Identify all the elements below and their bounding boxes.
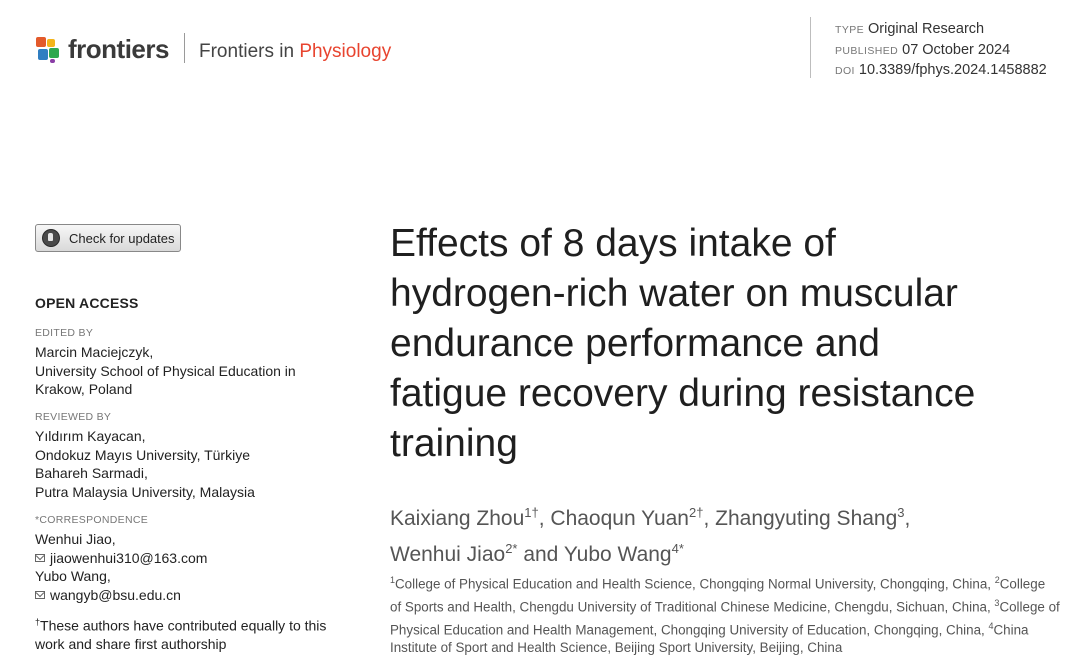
author-name[interactable]: Zhangyuting Shang [715, 507, 898, 530]
affiliations: 1College of Physical Education and Healt… [390, 575, 1060, 656]
meta-divider [810, 17, 811, 78]
doi-link[interactable]: 10.3389/fphys.2024.1458882 [858, 62, 1047, 78]
article-meta: TYPE Original Research PUBLISHED 07 Octobe… [835, 20, 1047, 82]
crossmark-icon [42, 229, 60, 247]
brand-name: frontiers [68, 34, 169, 64]
email-icon [35, 590, 45, 599]
open-access-label: OPEN ACCESS [35, 295, 139, 311]
author-name[interactable]: Kaixiang Zhou [390, 507, 525, 530]
logo-divider [184, 33, 185, 63]
meta-type: TYPE Original Research [835, 21, 985, 37]
journal-name[interactable]: Frontiers in Physiology [199, 41, 392, 62]
correspondence-section: *CORRESPONDENCE Wenhui Jiao, jiaowenhui3… [35, 514, 208, 603]
check-for-updates-button[interactable]: Check for updates [35, 224, 181, 252]
article-title: Effects of 8 days intake of hydrogen-ric… [390, 222, 976, 465]
email-link-wang[interactable]: wangyb@bsu.edu.cn [50, 586, 181, 603]
author-name[interactable]: Wenhui Jiao [390, 543, 506, 566]
author-name[interactable]: Chaoqun Yuan [550, 507, 689, 530]
equal-contribution-note: †These authors have contributed equally … [35, 617, 327, 653]
meta-published: PUBLISHED 07 October 2024 [835, 41, 1011, 58]
author-name[interactable]: Yubo Wang [563, 543, 672, 566]
meta-doi: DOI 10.3389/fphys.2024.1458882 [835, 62, 1047, 78]
email-link-jiao[interactable]: jiaowenhui310@163.com [50, 549, 208, 566]
reviewed-by-section: REVIEWED BY Yıldırım Kayacan, Ondokuz Ma… [35, 411, 255, 500]
frontiers-logo-icon [36, 36, 62, 63]
edited-by-section: EDITED BY Marcin Maciejczyk, University … [35, 327, 296, 397]
frontiers-logo[interactable]: frontiers [36, 34, 169, 65]
email-icon [35, 553, 45, 562]
author-list: Kaixiang Zhou1†, Chaoqun Yuan2†, Zhangyu… [390, 505, 911, 566]
